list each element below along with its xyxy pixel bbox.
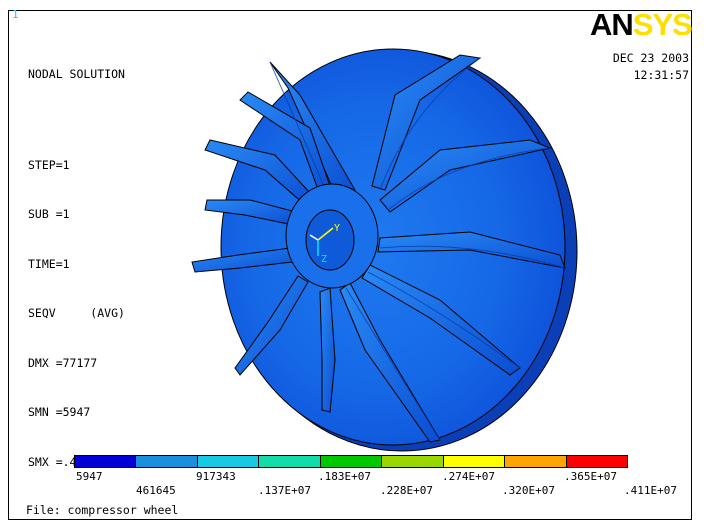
- colorbar-label: .183E+07: [318, 470, 371, 483]
- legend-line-smn: SMN =5947: [28, 405, 91, 419]
- time-label: 12:31:57: [633, 68, 689, 82]
- colorbar-label: .411E+07: [624, 484, 677, 497]
- triad-z-label: Z: [321, 254, 327, 265]
- blade: [339, 282, 441, 443]
- logo-part-sys: SYS: [632, 7, 693, 42]
- colorbar-label: 917343: [196, 470, 236, 483]
- legend-line-step: STEP=1: [28, 157, 70, 172]
- date-label: DEC 23 2003: [612, 51, 689, 65]
- ansys-logo: ANSYS: [590, 7, 693, 42]
- blade-shading: [269, 57, 566, 441]
- colorbar-label: .228E+07: [380, 484, 433, 497]
- legend-title: NODAL SOLUTION: [28, 67, 125, 81]
- legend-line-time: TIME=1: [28, 256, 70, 271]
- blade: [319, 287, 336, 413]
- legend-line-sub: SUB =1: [28, 207, 70, 221]
- colorbar-band: [136, 456, 198, 467]
- logo-part-an: AN: [590, 7, 634, 42]
- colorbar-label: .137E+07: [258, 484, 311, 497]
- colorbar-band: [320, 456, 383, 467]
- file-label: File: compressor wheel: [26, 503, 179, 517]
- blade: [361, 264, 521, 376]
- colorbar-label: 5947: [76, 470, 103, 483]
- colorbar-band: [382, 456, 444, 467]
- colorbar-band: [197, 456, 260, 467]
- legend-panel: NODAL SOLUTION STEP=1 SUB =1 TIME=1 SEQV…: [28, 33, 125, 487]
- colorbar-label: .320E+07: [502, 484, 555, 497]
- triad-y-label: Y: [334, 223, 340, 234]
- contour-colorbar: [74, 455, 628, 468]
- colorbar-band: [566, 456, 627, 467]
- colorbar-band: [259, 456, 321, 467]
- legend-line-seqv: SEQV (AVG): [28, 306, 125, 320]
- coordinate-triad: Y Z: [309, 223, 340, 265]
- colorbar-band: [443, 456, 506, 467]
- colorbar-label: 461645: [136, 484, 176, 497]
- blade: [234, 275, 309, 376]
- legend-line-dmx: DMX =77177: [28, 355, 98, 370]
- timestamp: DEC 23 2003 12:31:57: [613, 50, 689, 84]
- window-number: 1: [12, 8, 19, 21]
- colorbar-band: [505, 456, 567, 467]
- colorbar-label: .274E+07: [442, 470, 495, 483]
- hub-bore: [305, 209, 355, 271]
- colorbar-band: [75, 456, 137, 467]
- colorbar-label: .365E+07: [564, 470, 617, 483]
- blades: [191, 54, 566, 443]
